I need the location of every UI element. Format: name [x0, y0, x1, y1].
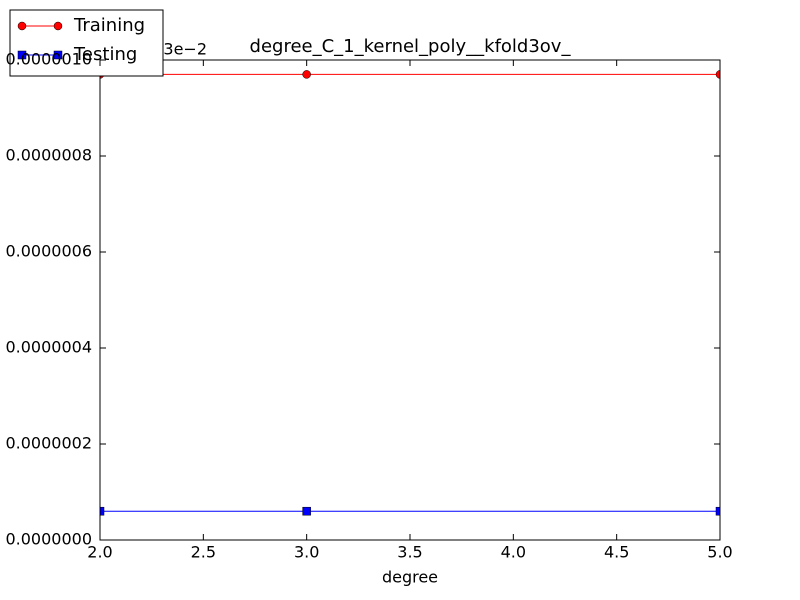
x-tick-label: 5.0	[707, 543, 732, 562]
x-tick-label: 2.0	[87, 543, 112, 562]
y-tick-label: 0.0000008	[5, 146, 92, 165]
x-tick-label: 3.5	[397, 543, 422, 562]
data-point	[302, 70, 311, 79]
data-point	[715, 506, 720, 516]
data-point	[715, 70, 720, 79]
legend-label: Testing	[73, 44, 137, 65]
legend-marker	[17, 50, 27, 60]
y-tick-label: 0.0000002	[5, 434, 92, 453]
legend-marker	[17, 21, 27, 31]
chart-title: degree_C_1_kernel_poly__kfold3ov_	[250, 36, 572, 57]
legend-box	[9, 9, 164, 77]
y-tick-label: 0.0000006	[5, 242, 92, 261]
y-tick-label: 0.0000000	[5, 530, 92, 549]
y-tick-label: 0.0000004	[5, 338, 92, 357]
data-point	[302, 506, 311, 516]
series-group	[100, 70, 720, 516]
x-axis-label: degree	[382, 568, 438, 587]
x-tick-label: 2.5	[191, 543, 216, 562]
offset-text: 3e−2	[163, 40, 207, 59]
x-tick-label: 4.0	[501, 543, 526, 562]
legend-label: Training	[73, 15, 145, 36]
y-tick-label: 0.0000010	[5, 50, 92, 69]
x-tick-label: 3.0	[294, 543, 319, 562]
legend-marker	[53, 21, 63, 31]
data-point	[100, 506, 105, 516]
plot-area	[100, 70, 720, 516]
legend-marker	[53, 50, 63, 60]
legend: Training Testing	[9, 9, 164, 77]
x-tick-label: 4.5	[604, 543, 629, 562]
